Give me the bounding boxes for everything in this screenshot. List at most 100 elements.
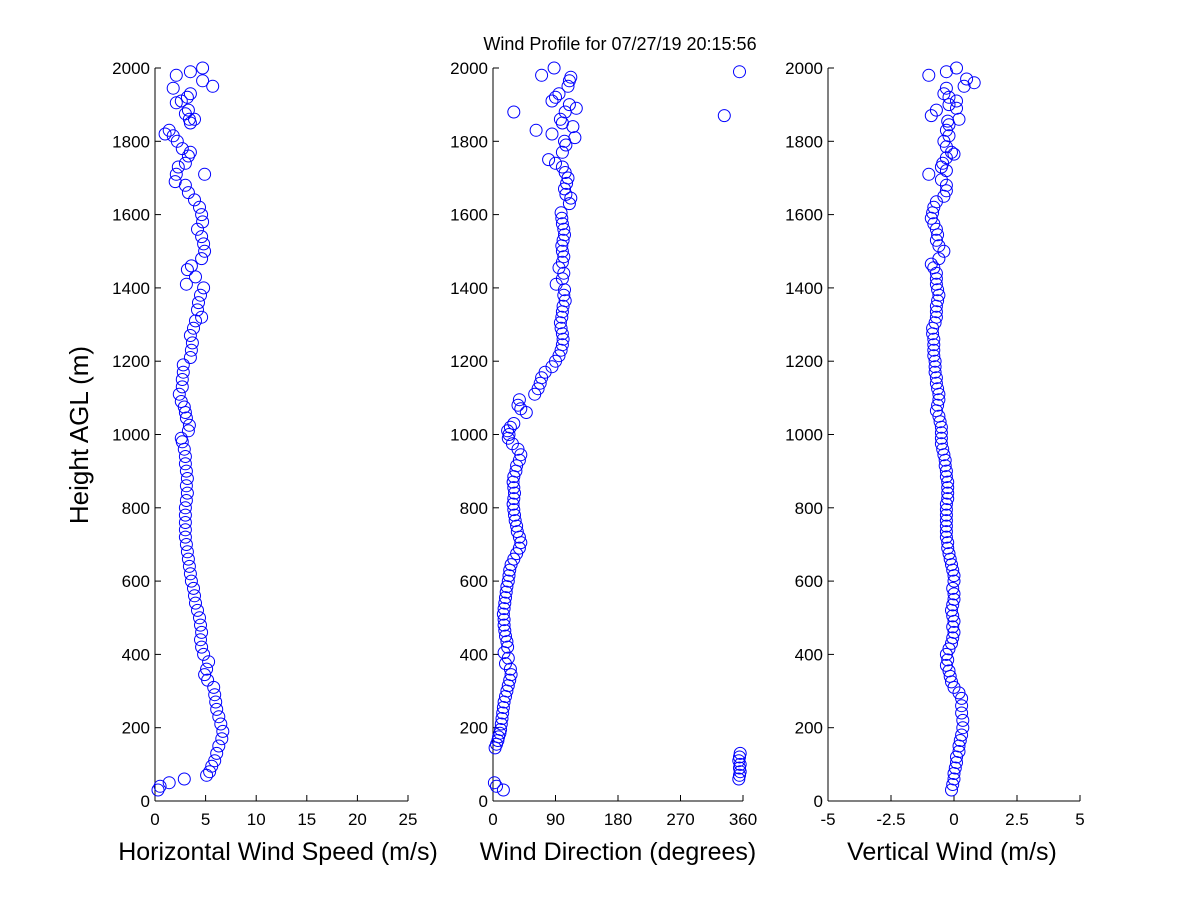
data-point bbox=[193, 611, 206, 625]
data-point bbox=[215, 732, 229, 746]
data-point bbox=[498, 624, 512, 638]
data-point bbox=[180, 472, 194, 485]
data-point bbox=[177, 772, 191, 786]
data-point bbox=[555, 327, 569, 341]
data-point bbox=[929, 233, 943, 247]
y-tick-label: 2000 bbox=[112, 59, 150, 78]
data-point bbox=[929, 371, 943, 385]
data-point bbox=[941, 481, 955, 495]
data-point bbox=[508, 514, 522, 528]
data-point bbox=[947, 772, 961, 786]
data-point bbox=[195, 310, 209, 324]
data-point bbox=[927, 332, 941, 346]
data-point bbox=[929, 277, 943, 291]
data-point bbox=[956, 713, 970, 727]
data-point bbox=[934, 437, 948, 451]
axes-lines bbox=[492, 68, 743, 802]
data-point bbox=[197, 281, 211, 295]
data-point bbox=[561, 79, 575, 93]
data-point bbox=[191, 222, 204, 236]
y-tick-label: 1600 bbox=[785, 206, 823, 225]
data-point bbox=[183, 87, 197, 101]
data-point bbox=[501, 574, 515, 588]
data-point bbox=[557, 250, 571, 264]
x-tick-label: 0 bbox=[488, 810, 497, 829]
data-point bbox=[507, 417, 521, 430]
data-point bbox=[934, 426, 948, 440]
data-point bbox=[950, 101, 963, 115]
data-point bbox=[169, 167, 183, 181]
data-point bbox=[939, 514, 953, 528]
data-point bbox=[178, 457, 192, 471]
data-point bbox=[939, 525, 953, 539]
data-point bbox=[183, 65, 197, 79]
data-point bbox=[555, 244, 569, 258]
data-point bbox=[487, 776, 501, 790]
data-point bbox=[184, 343, 198, 357]
data-point bbox=[554, 206, 568, 220]
data-point bbox=[936, 442, 950, 456]
data-point bbox=[929, 103, 943, 117]
data-point bbox=[180, 90, 194, 104]
data-point bbox=[503, 673, 517, 687]
data-point bbox=[953, 734, 967, 747]
y-tick-label: 0 bbox=[141, 792, 150, 811]
data-point bbox=[212, 710, 226, 724]
y-tick-label: 400 bbox=[795, 645, 823, 664]
data-point bbox=[179, 538, 193, 551]
data-point bbox=[196, 215, 210, 229]
data-point bbox=[946, 620, 960, 634]
data-point bbox=[501, 424, 515, 438]
data-point bbox=[946, 631, 960, 645]
data-point bbox=[928, 354, 942, 368]
data-point bbox=[169, 96, 183, 110]
data-point bbox=[939, 470, 953, 484]
data-point bbox=[931, 294, 945, 308]
x-tick-label: 15 bbox=[297, 810, 316, 829]
data-point bbox=[946, 609, 960, 623]
data-point bbox=[177, 442, 191, 456]
data-point bbox=[499, 629, 512, 643]
data-point bbox=[941, 492, 955, 506]
y-tick-label: 0 bbox=[479, 792, 488, 811]
data-point bbox=[555, 211, 569, 225]
data-point bbox=[946, 778, 960, 791]
data-point bbox=[512, 393, 526, 407]
y-tick-label: 1200 bbox=[112, 352, 150, 371]
panel-vertical-wind: -5 -2.5 0 2.5 5 0 200 400 600 800 1000 1200 1400 160… bbox=[785, 59, 1085, 866]
data-point bbox=[568, 131, 582, 145]
data-point bbox=[203, 765, 217, 779]
data-point bbox=[535, 68, 549, 82]
data-point bbox=[182, 559, 196, 573]
x-ticks: 0 5 10 15 20 25 bbox=[150, 795, 417, 829]
y-tick-label: 1800 bbox=[450, 132, 488, 151]
x-tick-label: 25 bbox=[399, 810, 418, 829]
data-point bbox=[511, 398, 525, 412]
data-point bbox=[939, 519, 953, 533]
data-point bbox=[942, 547, 956, 561]
x-tick-label: 2.5 bbox=[1005, 810, 1029, 829]
data-point bbox=[507, 105, 521, 119]
data-point bbox=[514, 402, 528, 416]
data-point bbox=[169, 68, 183, 82]
data-point bbox=[512, 453, 526, 467]
y-tick-label: 600 bbox=[460, 572, 488, 591]
y-tick-label: 0 bbox=[814, 792, 823, 811]
data-point bbox=[153, 779, 167, 793]
data-point bbox=[929, 376, 943, 390]
data-point bbox=[175, 373, 189, 386]
data-point bbox=[931, 283, 945, 297]
data-point bbox=[950, 94, 963, 108]
data-point bbox=[183, 567, 197, 581]
data-point bbox=[500, 580, 514, 594]
x-tick-label: 20 bbox=[348, 810, 367, 829]
data-point bbox=[171, 160, 185, 174]
x-axis-label: Vertical Wind (m/s) bbox=[847, 838, 1057, 866]
data-point bbox=[208, 688, 222, 702]
data-point bbox=[555, 217, 569, 231]
data-point bbox=[545, 127, 559, 141]
data-point bbox=[183, 145, 197, 159]
data-point bbox=[189, 314, 202, 328]
data-points bbox=[922, 61, 981, 797]
data-point bbox=[508, 486, 521, 500]
